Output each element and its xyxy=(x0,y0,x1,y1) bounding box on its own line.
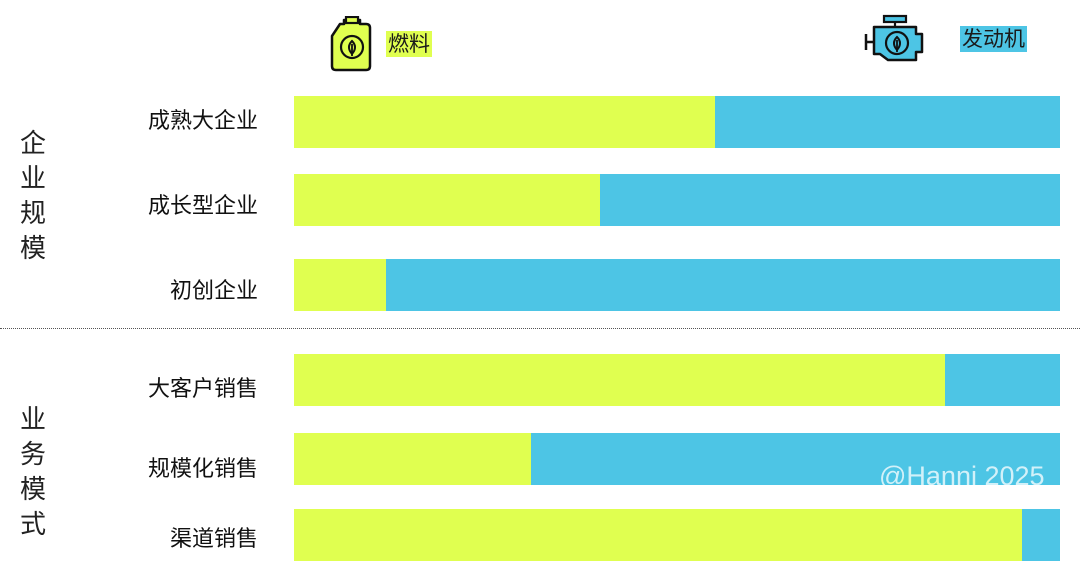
legend-item-fuel: 燃料 xyxy=(330,16,432,72)
bar-segment-fuel-3 xyxy=(294,259,386,311)
row-label-channel-sales: 渠道销售 xyxy=(169,527,258,552)
group-label-company-size: 企业规模 xyxy=(19,129,46,264)
row-label-startup: 初创企业 xyxy=(169,279,258,304)
bar-segment-engine-6 xyxy=(1021,509,1060,561)
legend-label-engine: 发动机 xyxy=(960,26,1027,52)
bar-row-4 xyxy=(294,354,1060,406)
bar-segment-engine-3 xyxy=(385,259,1060,311)
row-label-scaled-sales: 规模化销售 xyxy=(147,457,258,482)
bar-row-1 xyxy=(294,96,1060,148)
row-label-key-account-sales: 大客户销售 xyxy=(147,377,258,402)
bar-segment-engine-5 xyxy=(531,433,1060,485)
row-label-mature-enterprise: 成熟大企业 xyxy=(147,109,258,134)
bar-segment-fuel-6 xyxy=(294,509,1022,561)
bar-row-3 xyxy=(294,259,1060,311)
legend-item-engine: 发动机 xyxy=(864,14,1027,70)
bar-row-2 xyxy=(294,174,1060,226)
bar-segment-fuel-2 xyxy=(294,174,601,226)
fuel-can-leaf-icon xyxy=(330,16,372,72)
group-label-business-model: 业务模式 xyxy=(19,405,46,540)
group-divider xyxy=(0,328,1080,329)
bar-segment-fuel-5 xyxy=(294,433,532,485)
bar-segment-fuel-1 xyxy=(294,96,716,148)
bar-row-5 xyxy=(294,433,1060,485)
row-label-growth-enterprise: 成长型企业 xyxy=(147,194,258,219)
bar-row-6 xyxy=(294,509,1060,561)
legend-label-fuel: 燃料 xyxy=(386,31,432,57)
bar-segment-engine-2 xyxy=(600,174,1060,226)
bar-segment-engine-1 xyxy=(715,96,1060,148)
bar-segment-fuel-4 xyxy=(294,354,946,406)
engine-leaf-icon xyxy=(864,14,924,62)
bar-segment-engine-4 xyxy=(945,354,1060,406)
watermark: @Hanni 2025 xyxy=(879,461,1045,491)
